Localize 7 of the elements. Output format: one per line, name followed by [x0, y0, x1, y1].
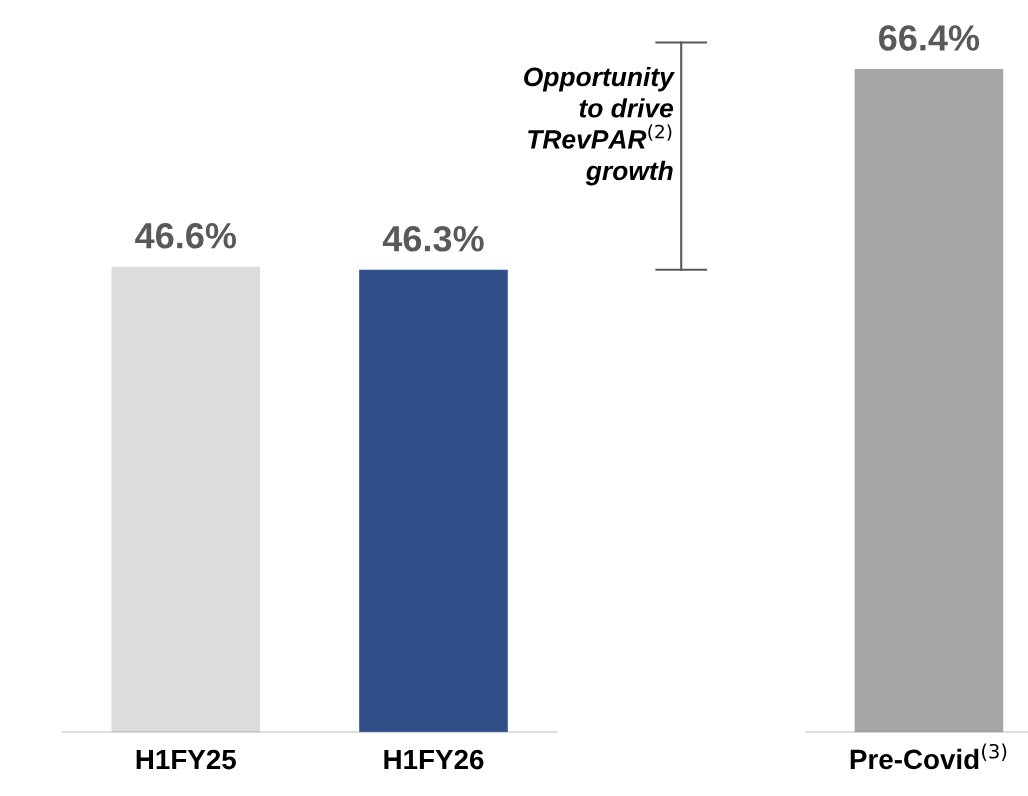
x-tick-label: Pre-Covid$^{(3)}$ [850, 743, 1007, 770]
data-label: 66.4% [879, 25, 980, 51]
data-label: 46.3% [382, 225, 484, 252]
annotation: Opportunity to drive TRevPAR$^{(2)}$ growth [524, 66, 675, 186]
data-label: 46.6% [135, 222, 237, 249]
x-tick-label: H1FY26 [384, 749, 484, 770]
x-tick-label: H1FY25 [136, 749, 236, 770]
